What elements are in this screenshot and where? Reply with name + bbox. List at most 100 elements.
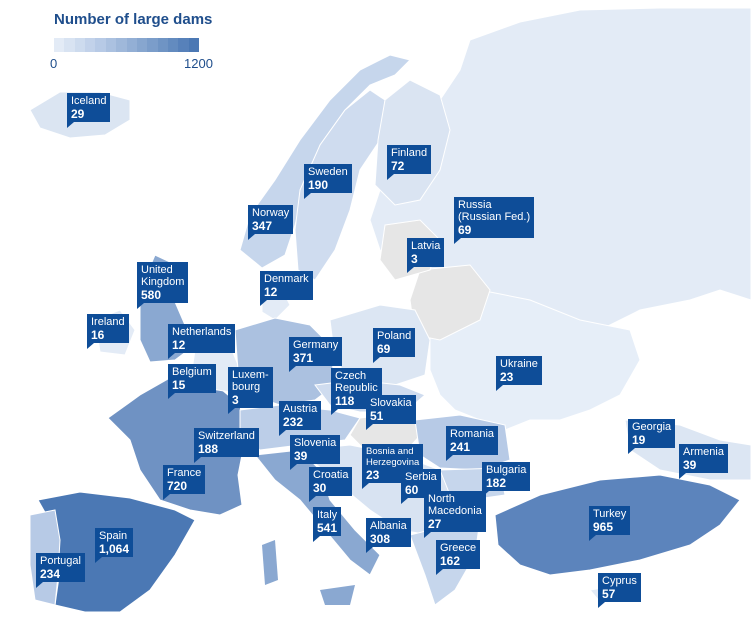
label-value: 965 [593,520,614,534]
label-denmark: Denmark 12 [260,271,313,306]
label-value: 241 [450,440,471,454]
label-poland: Poland 69 [373,328,416,363]
label-value: 308 [370,532,391,546]
label-value: 39 [683,458,697,472]
label-slovakia: Slovakia 51 [366,395,416,430]
label-name: France [167,467,202,479]
label-name: Armenia [683,446,724,458]
label-albania: Albania 308 [366,518,411,553]
label-name: Latvia [411,240,441,252]
label-name: Denmark [264,273,309,285]
label-name: Austria [283,403,318,415]
label-value: 580 [141,288,162,302]
label-austria: Austria 232 [279,401,322,436]
label-name: Greece [440,542,477,554]
label-name: Bulgaria [486,464,527,476]
label-name: Luxem- bourg [232,369,269,393]
label-value: 371 [293,351,314,365]
label-germany: Germany 371 [289,337,343,372]
label-name: Albania [370,520,407,532]
label-value: 347 [252,219,273,233]
label-value: 720 [167,479,188,493]
label-norway: Norway 347 [248,205,294,240]
label-ireland: Ireland 16 [87,314,129,349]
label-name: Switzerland [198,430,255,442]
label-name: Romania [450,428,495,440]
region-sardinia [262,540,278,585]
legend-color-scale [54,38,200,52]
label-value: 29 [71,107,85,121]
label-luxembourg: Luxem- bourg 3 [228,367,273,414]
label-value: 23 [500,370,514,384]
label-value: 72 [391,159,405,173]
label-sweden: Sweden 190 [304,164,352,199]
label-finland: Finland 72 [387,145,432,180]
label-italy: Italy 541 [313,507,342,542]
label-value: 234 [40,567,61,581]
label-value: 23 [366,468,380,482]
label-value: 541 [317,521,338,535]
label-france: France 720 [163,465,206,500]
region-sicily [320,585,355,605]
label-name: Bosnia and Herzegovina [366,446,420,468]
legend-max-label: 1200 [184,56,213,71]
label-cyprus: Cyprus 57 [598,573,641,608]
label-north-macedonia: North Macedonia 27 [424,491,486,538]
label-value: 27 [428,517,442,531]
label-value: 19 [632,433,646,447]
label-value: 12 [264,285,278,299]
label-name: Ireland [91,316,125,328]
label-name: Spain [99,530,128,542]
label-name: Czech Republic [335,370,378,394]
label-value: 118 [335,394,355,408]
label-bulgaria: Bulgaria 182 [482,462,531,497]
label-value: 51 [370,409,384,423]
label-name: Italy [317,509,338,521]
label-united-kingdom: United Kingdom 580 [137,262,189,309]
label-greece: Greece 162 [436,540,481,575]
label-name: Slovenia [294,437,337,449]
label-iceland: Iceland 29 [67,93,111,128]
label-value: 60 [405,483,419,497]
label-name: Sweden [308,166,348,178]
label-name: Russia (Russian Fed.) [458,199,531,223]
label-name: Germany [293,339,339,351]
label-name: Iceland [71,95,107,107]
label-belgium: Belgium 15 [168,364,216,399]
label-value: 162 [440,554,461,568]
label-value: 15 [172,378,186,392]
label-value: 232 [283,415,304,429]
label-value: 69 [458,223,472,237]
label-romania: Romania 241 [446,426,499,461]
label-value: 16 [91,328,105,342]
label-slovenia: Slovenia 39 [290,435,341,470]
label-name: Norway [252,207,290,219]
label-name: Netherlands [172,326,232,338]
label-value: 39 [294,449,308,463]
label-name: Georgia [632,421,672,433]
label-name: Croatia [313,469,349,481]
label-value: 57 [602,587,616,601]
label-turkey: Turkey 965 [589,506,631,541]
label-name: Turkey [593,508,627,520]
label-georgia: Georgia 19 [628,419,676,454]
label-portugal: Portugal 234 [36,553,85,588]
label-value: 182 [486,476,507,490]
label-value: 1,064 [99,542,130,556]
label-value: 3 [232,393,239,407]
label-name: Ukraine [500,358,538,370]
label-name: Finland [391,147,428,159]
label-name: Slovakia [370,397,412,409]
label-name: Serbia [405,471,437,483]
label-value: 69 [377,342,391,356]
label-name: Portugal [40,555,81,567]
label-spain: Spain 1,064 [95,528,134,563]
legend-title: Number of large dams [54,11,213,28]
label-value: 3 [411,252,418,266]
label-value: 188 [198,442,219,456]
label-latvia: Latvia 3 [407,238,445,273]
label-russia: Russia (Russian Fed.) 69 [454,197,535,244]
label-name: North Macedonia [428,493,482,517]
label-ukraine: Ukraine 23 [496,356,542,391]
label-name: Belgium [172,366,212,378]
